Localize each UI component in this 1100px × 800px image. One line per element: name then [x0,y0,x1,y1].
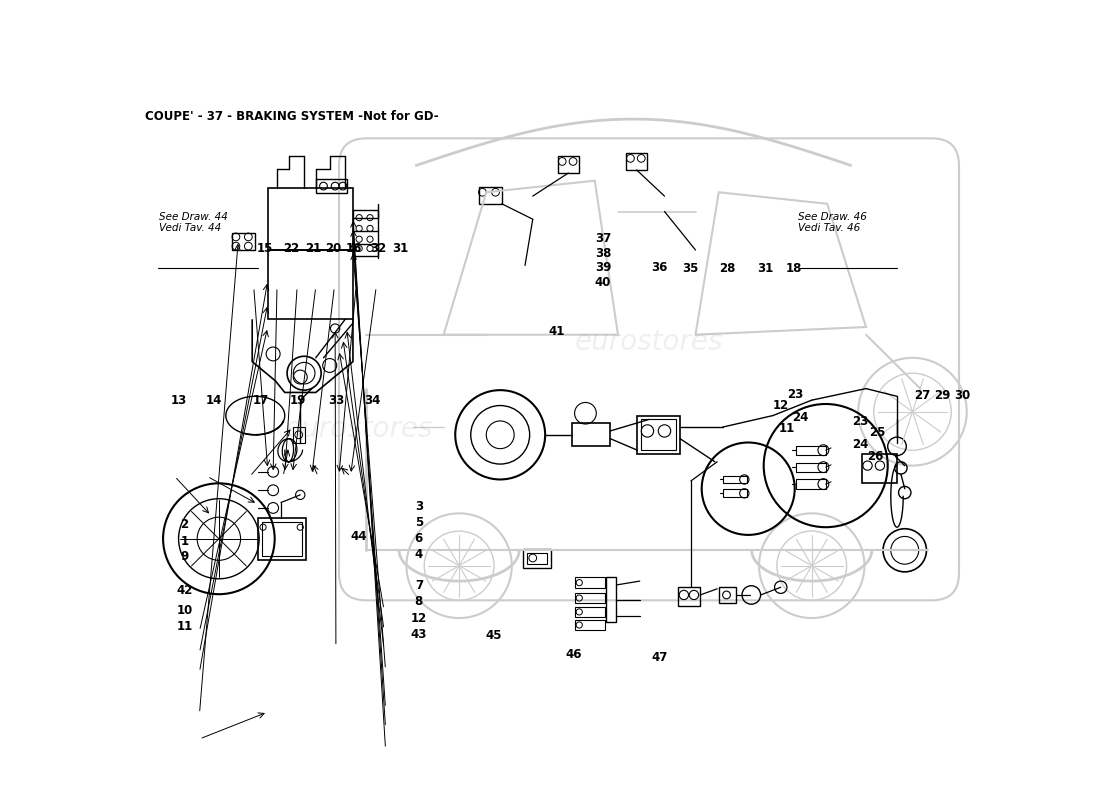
Text: See Draw. 44: See Draw. 44 [158,212,228,222]
Text: 39: 39 [595,261,612,274]
Text: 14: 14 [206,394,222,407]
Text: 10: 10 [176,604,192,617]
Bar [641,419,676,450]
Text: 24: 24 [793,411,808,424]
Bar [796,462,826,472]
Text: 43: 43 [410,629,427,642]
Text: 41: 41 [549,325,565,338]
Text: 17: 17 [253,394,270,407]
Text: 38: 38 [595,247,612,260]
Text: 12: 12 [773,399,790,412]
Text: eurostores: eurostores [574,328,724,357]
Bar [606,578,616,622]
Text: 31: 31 [757,262,773,275]
Bar [575,593,605,603]
Text: 46: 46 [565,647,582,661]
Text: 5: 5 [415,516,422,530]
Bar [796,479,826,489]
Text: Vedi Tav. 44: Vedi Tav. 44 [158,223,221,234]
Text: 42: 42 [176,583,192,597]
Text: 3: 3 [415,500,422,514]
Text: 22: 22 [283,242,299,255]
Text: 15: 15 [257,242,274,255]
Text: 32: 32 [370,242,386,255]
Text: COUPE' - 37 - BRAKING SYSTEM -Not for GD-: COUPE' - 37 - BRAKING SYSTEM -Not for GD… [145,110,439,123]
Text: 37: 37 [595,233,612,246]
Text: 30: 30 [955,389,971,402]
Text: 40: 40 [595,275,612,289]
Text: 33: 33 [328,394,344,407]
Text: 19: 19 [289,394,306,407]
Text: 25: 25 [869,426,886,439]
Text: 28: 28 [719,262,736,275]
Text: 8: 8 [415,594,422,608]
Text: 12: 12 [410,612,427,625]
Text: 13: 13 [170,394,187,407]
Text: 21: 21 [305,242,321,255]
Bar [862,454,896,483]
Text: 16: 16 [345,242,362,255]
Text: 45: 45 [485,629,502,642]
Text: 27: 27 [914,389,929,402]
Text: 11: 11 [779,422,795,435]
Bar [575,606,605,618]
Bar [262,522,301,557]
Bar [723,490,747,497]
Text: 18: 18 [785,262,802,275]
Text: 35: 35 [682,262,698,275]
Text: 4: 4 [415,549,422,562]
FancyBboxPatch shape [339,138,959,600]
Bar [316,179,346,193]
Bar [723,476,747,483]
Text: 1: 1 [180,535,188,548]
Bar [558,156,580,173]
Text: 29: 29 [934,389,950,402]
Text: 24: 24 [852,438,869,450]
Text: 47: 47 [652,651,669,664]
Bar [267,250,353,319]
Bar [524,549,551,568]
Bar [575,578,605,588]
Text: 2: 2 [180,518,188,530]
Text: 23: 23 [788,388,804,402]
Text: 20: 20 [326,242,342,255]
Text: Vedi Tav. 46: Vedi Tav. 46 [799,223,860,234]
Bar [679,587,701,606]
Text: 34: 34 [364,394,381,407]
Text: 9: 9 [180,550,188,563]
Text: 26: 26 [867,450,883,463]
Text: 23: 23 [852,414,869,428]
Bar [353,210,377,256]
Text: 6: 6 [415,532,422,545]
Bar [572,423,610,446]
Text: 31: 31 [392,242,408,255]
Bar [267,188,353,250]
Text: 11: 11 [176,621,192,634]
Text: See Draw. 46: See Draw. 46 [799,212,867,222]
Text: 7: 7 [415,579,422,592]
Bar [626,153,648,170]
Bar [478,187,502,204]
Bar [232,233,255,250]
Text: eurostores: eurostores [285,414,433,442]
Bar [796,446,826,455]
Text: 44: 44 [351,530,367,543]
Bar [293,427,305,442]
Bar [637,415,680,454]
Bar [527,553,547,564]
Bar [257,518,306,560]
Text: 36: 36 [651,261,668,274]
Bar [575,619,605,630]
Bar [718,587,736,602]
